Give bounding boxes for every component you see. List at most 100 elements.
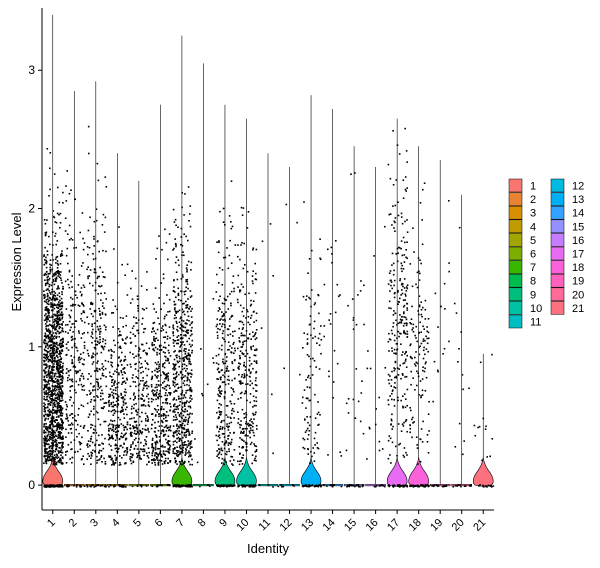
point — [189, 225, 192, 228]
point — [52, 210, 55, 212]
point — [43, 341, 45, 343]
point — [252, 414, 255, 416]
point — [116, 451, 119, 453]
point — [314, 393, 316, 396]
point — [426, 337, 428, 340]
point — [187, 389, 189, 392]
point — [184, 484, 187, 487]
point — [309, 399, 311, 402]
point — [125, 337, 127, 340]
point — [51, 377, 54, 380]
point — [176, 418, 178, 421]
point — [238, 423, 241, 426]
point — [163, 460, 166, 463]
point — [240, 206, 243, 209]
point — [184, 353, 187, 355]
point — [103, 420, 105, 423]
point — [56, 368, 58, 370]
point — [55, 419, 58, 421]
point — [226, 405, 229, 407]
point — [50, 346, 52, 349]
point — [132, 374, 134, 376]
point — [118, 346, 120, 349]
point — [50, 299, 52, 301]
point — [406, 219, 408, 221]
point — [352, 328, 355, 330]
point — [108, 371, 111, 374]
point — [108, 427, 110, 430]
point — [186, 278, 189, 281]
point — [169, 337, 171, 339]
point — [83, 358, 85, 361]
point — [177, 454, 180, 456]
point — [147, 457, 150, 459]
point — [65, 324, 67, 326]
point — [179, 438, 182, 440]
point — [232, 369, 235, 371]
point — [51, 431, 54, 434]
point — [190, 316, 193, 318]
point — [145, 436, 148, 438]
point — [433, 484, 435, 487]
point — [79, 379, 81, 382]
point — [44, 349, 46, 352]
point — [57, 324, 59, 326]
point — [400, 267, 403, 270]
point — [310, 289, 313, 291]
point — [184, 396, 187, 399]
point — [55, 442, 58, 444]
point — [101, 224, 104, 226]
point — [48, 277, 51, 280]
point — [122, 410, 124, 413]
point — [189, 447, 192, 450]
point — [135, 444, 137, 447]
point — [124, 486, 127, 488]
point — [43, 356, 45, 359]
point — [424, 362, 427, 365]
point — [108, 405, 111, 407]
point — [101, 363, 104, 365]
point — [52, 327, 54, 329]
point — [329, 484, 332, 487]
point — [47, 311, 49, 313]
point — [50, 445, 52, 447]
point — [82, 305, 85, 307]
point — [179, 344, 182, 347]
point — [416, 447, 419, 449]
point — [228, 434, 230, 437]
point — [59, 405, 62, 407]
point — [111, 391, 113, 394]
point — [61, 399, 64, 402]
point — [319, 258, 322, 261]
point — [189, 406, 192, 409]
point — [52, 402, 55, 405]
point — [233, 432, 235, 434]
point — [178, 386, 180, 389]
point — [423, 328, 425, 330]
point — [154, 287, 157, 289]
point — [307, 397, 309, 400]
point — [153, 447, 155, 450]
point — [104, 339, 107, 342]
point — [86, 444, 88, 446]
point — [218, 457, 220, 459]
point — [183, 334, 185, 337]
point — [389, 375, 391, 377]
point — [60, 277, 62, 280]
point — [354, 485, 357, 487]
point — [97, 179, 100, 182]
point — [173, 345, 175, 347]
point — [163, 414, 165, 417]
violin-base-8 — [193, 484, 214, 487]
point — [79, 425, 82, 427]
point — [67, 432, 70, 434]
point — [409, 344, 411, 347]
point — [190, 376, 192, 378]
point — [93, 220, 96, 223]
point — [183, 359, 185, 361]
point — [184, 375, 186, 377]
point — [309, 365, 312, 368]
point — [53, 173, 56, 175]
point — [227, 341, 230, 343]
point — [183, 254, 185, 257]
